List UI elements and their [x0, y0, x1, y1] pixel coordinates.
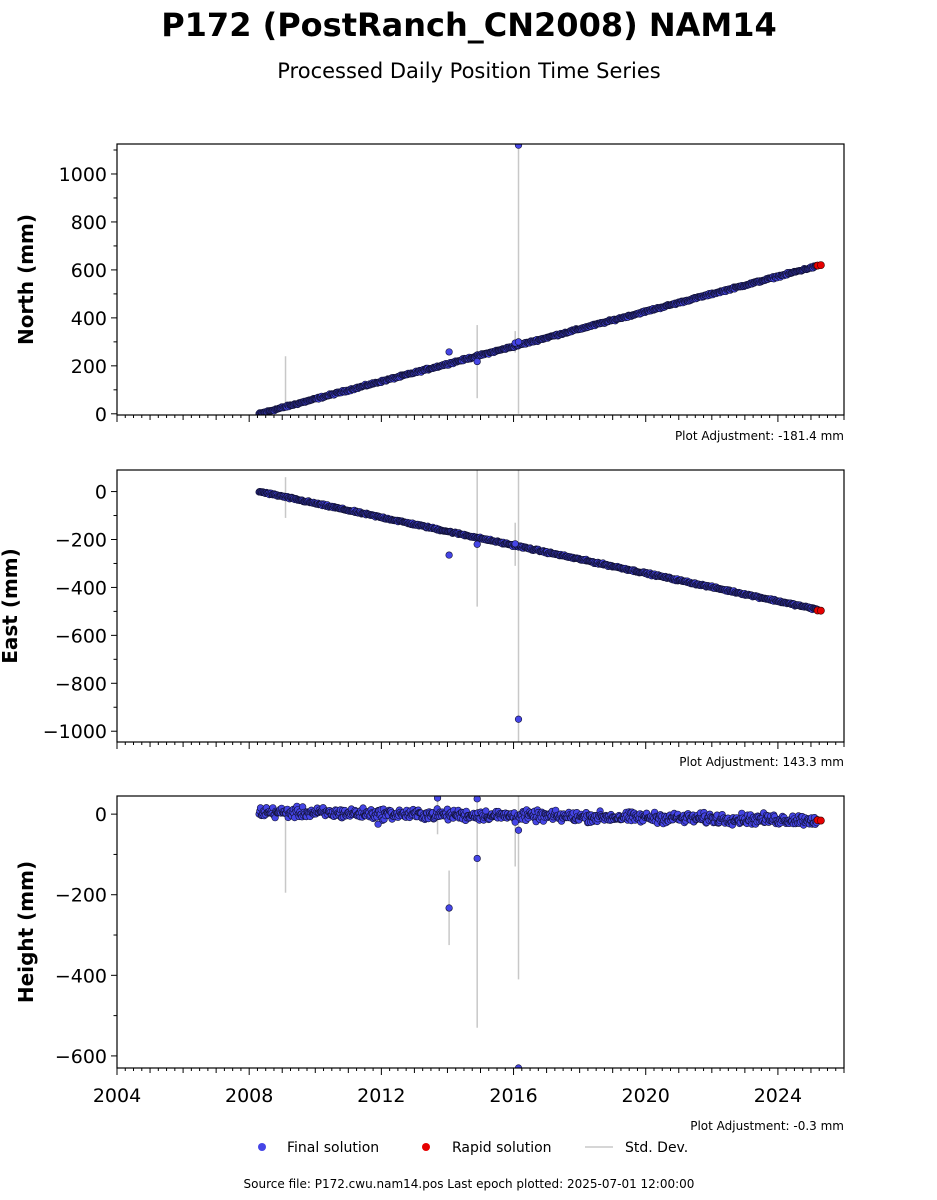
source-file-note: Source file: P172.cwu.nam14.pos Last epo…	[244, 1177, 695, 1191]
plot-area-height	[255, 796, 825, 1068]
y-tick-label: 0	[95, 804, 107, 826]
plot-area-north	[255, 144, 825, 415]
final-solution-point	[473, 854, 481, 863]
y-tick-label: 0	[95, 482, 107, 504]
x-tick-label: 2004	[93, 1085, 141, 1107]
x-tick-label: 2016	[489, 1085, 537, 1107]
y-tick-label: −200	[55, 529, 107, 551]
x-tick-label: 2008	[225, 1085, 273, 1107]
final-solution-point	[514, 826, 523, 834]
panel-height: 0 −200 −400 −600 Height (mm) Plot Adjustment:…	[14, 795, 845, 1133]
axes-frame-height	[116, 795, 845, 1069]
legend-rapid-label: Rapid solution	[452, 1140, 552, 1156]
y-axis-label: North (mm)	[14, 214, 38, 345]
rapid-solution-point	[816, 261, 825, 270]
legend-final-marker	[258, 1143, 266, 1151]
y-tick-label: 0	[95, 404, 107, 426]
plot-adjustment-label: Plot Adjustment: -0.3 mm	[690, 1119, 844, 1133]
y-tick-label: −800	[55, 673, 107, 695]
final-solution-point	[445, 348, 453, 356]
legend-final-label: Final solution	[287, 1140, 379, 1156]
x-tick-label: 2020	[622, 1085, 670, 1107]
final-solution-point	[445, 551, 453, 559]
final-solution-point	[374, 820, 382, 828]
y-axis-label: Height (mm)	[14, 861, 38, 1003]
y-tick-label: −400	[55, 965, 107, 987]
final-solution-point	[511, 818, 519, 826]
y-axis-label: East (mm)	[0, 548, 22, 664]
y-tick-label: 800	[71, 212, 107, 234]
legend: Final solution Rapid solution Std. Dev.	[258, 1140, 688, 1156]
panel-north: 0 200 400 600 800 1000 North (mm) Plot Adjustme…	[14, 143, 845, 443]
final-solution-point	[473, 357, 481, 366]
final-solution-point	[473, 796, 481, 803]
final-solution-point	[473, 540, 481, 548]
chart-title: P172 (PostRanch_CN2008) NAM14	[161, 6, 777, 44]
plot-area-east	[255, 470, 825, 742]
y-tick-label: −600	[55, 625, 107, 647]
x-tick-label: 2024	[754, 1085, 802, 1107]
plot-adjustment-label: Plot Adjustment: -181.4 mm	[675, 429, 844, 443]
final-solution-point	[514, 715, 523, 723]
x-tick-label: 2012	[357, 1085, 405, 1107]
axes-frame-east	[116, 469, 845, 743]
chart-subtitle: Processed Daily Position Time Series	[277, 59, 661, 83]
panel-east: 0 −200 −400 −600 −800 −1000 East (mm) Plot Adju…	[0, 469, 845, 769]
final-solution-point	[514, 144, 523, 149]
final-solution-point	[511, 540, 519, 548]
final-solution-point	[514, 338, 523, 346]
final-solution-point	[445, 904, 453, 912]
y-tick-label: 400	[71, 308, 107, 330]
y-tick-label: 1000	[59, 164, 107, 186]
y-tick-label: −600	[55, 1046, 107, 1068]
legend-stddev-label: Std. Dev.	[625, 1140, 688, 1156]
rapid-solution-point	[816, 816, 825, 825]
plot-adjustment-label: Plot Adjustment: 143.3 mm	[679, 755, 844, 769]
y-tick-label: −400	[55, 577, 107, 599]
final-solution-point	[433, 796, 442, 802]
rapid-solution-point	[816, 606, 825, 615]
y-tick-label: 600	[71, 260, 107, 282]
y-tick-label: 200	[71, 356, 107, 378]
y-tick-label: −200	[55, 885, 107, 907]
axes-frame-north	[116, 143, 845, 416]
legend-rapid-marker	[422, 1143, 430, 1151]
y-tick-label: −1000	[43, 721, 107, 743]
